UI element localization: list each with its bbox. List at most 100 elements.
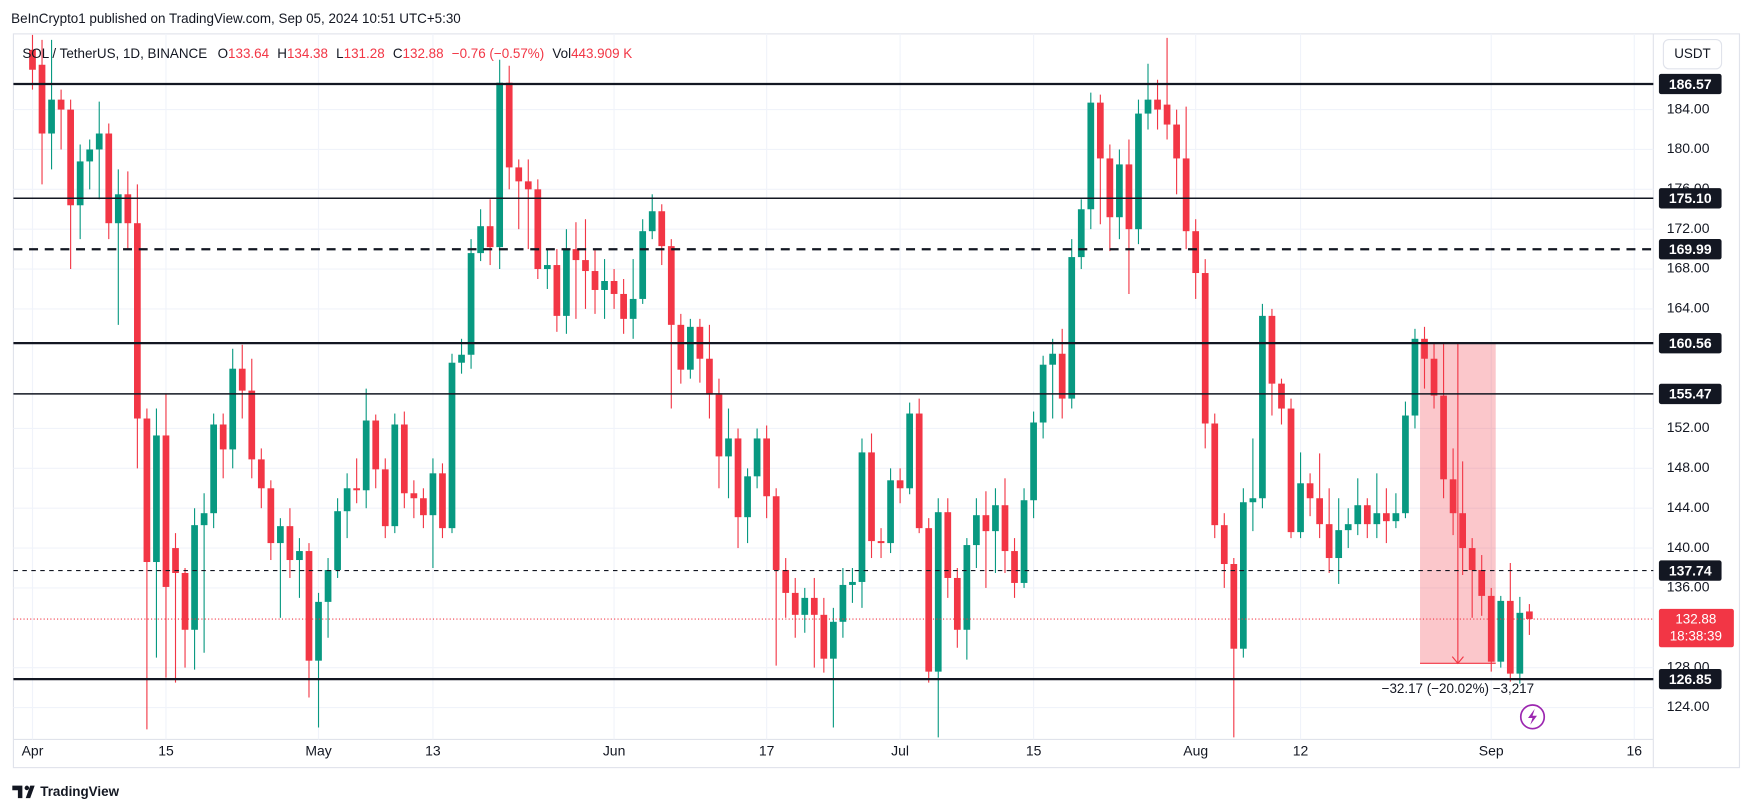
candle-body <box>648 211 656 232</box>
candle-body <box>1497 600 1505 662</box>
close-value: 132.88 <box>403 46 444 61</box>
open-value: 133.64 <box>228 46 270 61</box>
candle-body <box>200 513 208 526</box>
candle-body <box>1211 423 1219 526</box>
candle-body <box>381 469 389 527</box>
candle-body <box>1478 569 1486 596</box>
candle-body <box>1125 164 1133 230</box>
level-label-box <box>1658 668 1722 690</box>
candle-body <box>572 249 580 261</box>
candle-body <box>1049 353 1057 365</box>
currency[interactable]: USDT <box>1674 46 1711 61</box>
candle-body <box>1249 498 1257 503</box>
y-tick-label: 168.00 <box>1667 260 1710 276</box>
countdown: 18:38:39 <box>1670 629 1722 644</box>
last-price-box <box>1658 608 1734 648</box>
candle-body <box>114 194 122 224</box>
level-label-box <box>1658 239 1722 260</box>
candle-body <box>896 480 904 489</box>
candle-body <box>391 424 399 527</box>
close-prefix: C <box>393 46 403 61</box>
candle-body <box>172 548 179 573</box>
x-tick-label: Aug <box>1183 742 1208 758</box>
x-tick-label: Sep <box>1479 742 1504 758</box>
candle-body <box>1135 113 1142 230</box>
candle-body <box>372 420 380 470</box>
candle-body <box>782 569 790 593</box>
candle-body <box>858 452 866 582</box>
candle-body <box>1354 505 1362 525</box>
candle-body <box>915 413 923 529</box>
candle-body <box>1487 595 1495 662</box>
candle-body <box>181 572 189 630</box>
candle-body <box>677 324 685 370</box>
y-tick-label: 184.00 <box>1667 100 1710 116</box>
level-label: 137.74 <box>1669 562 1712 578</box>
candles <box>29 34 1533 738</box>
candle-body <box>1440 395 1447 480</box>
candle-body <box>1392 513 1400 522</box>
published-note: BeInCrypto1 published on TradingView.com… <box>11 11 461 26</box>
brand: TradingView <box>40 784 119 799</box>
candle-body <box>1087 102 1095 210</box>
candle-body <box>362 420 370 491</box>
candle-body <box>1287 408 1295 533</box>
candle-body <box>1068 257 1076 399</box>
candle-body <box>38 64 46 134</box>
overlay: 124.00128.00136.00140.00144.00148.00152.… <box>13 73 1734 759</box>
candle-body <box>1506 600 1514 674</box>
candle-body <box>305 551 313 661</box>
lightning-icon[interactable] <box>1519 704 1546 730</box>
candle-body <box>1411 338 1419 416</box>
y-tick-label: 152.00 <box>1667 419 1710 435</box>
currency-button[interactable] <box>1662 38 1723 70</box>
candle-body <box>715 394 723 457</box>
candle-body <box>982 515 990 532</box>
candle-body <box>706 358 713 395</box>
candle-body <box>830 621 837 659</box>
level-label-box <box>1658 333 1722 354</box>
level-label-box <box>1658 73 1722 95</box>
candle-body <box>906 413 914 489</box>
volume-value: 443.909 K <box>571 46 632 61</box>
candle-body <box>1526 611 1533 620</box>
candle-body <box>134 223 141 419</box>
candle-body <box>772 496 780 570</box>
candle-body <box>86 149 94 162</box>
candle-body <box>763 438 770 497</box>
y-tick-label: 136.00 <box>1667 579 1710 595</box>
candle-body <box>229 368 237 450</box>
candle-body <box>801 597 809 615</box>
candle-body <box>248 390 256 460</box>
candle-body <box>1144 99 1152 114</box>
candle-body <box>725 438 732 457</box>
symbol: SOL / TetherUS, 1D, BINANCE <box>22 46 207 61</box>
candle-body <box>1430 358 1438 396</box>
candle-body <box>191 525 198 630</box>
candle-body <box>286 526 294 561</box>
candle-body <box>687 326 694 370</box>
tradingview-logo <box>12 785 35 799</box>
candle-body <box>29 49 36 70</box>
candle-body <box>877 541 885 544</box>
candle-body <box>105 133 113 224</box>
candle-body <box>1011 551 1018 583</box>
candle-body <box>353 488 361 491</box>
candle-body <box>1383 513 1390 522</box>
candle-body <box>1116 164 1123 218</box>
candle-body <box>1106 158 1114 218</box>
high-prefix: H <box>277 46 287 61</box>
candle-body <box>849 581 856 585</box>
candle-body <box>458 354 465 363</box>
x-tick-label: 16 <box>1626 742 1642 758</box>
candle-body <box>153 435 160 563</box>
candle-body <box>963 545 971 630</box>
x-tick-label: 13 <box>425 742 441 758</box>
candle-body <box>1058 353 1066 399</box>
candle-body <box>620 293 627 319</box>
y-tick-label: 124.00 <box>1667 698 1710 714</box>
candle-body <box>267 488 275 544</box>
candle-body <box>296 551 303 561</box>
